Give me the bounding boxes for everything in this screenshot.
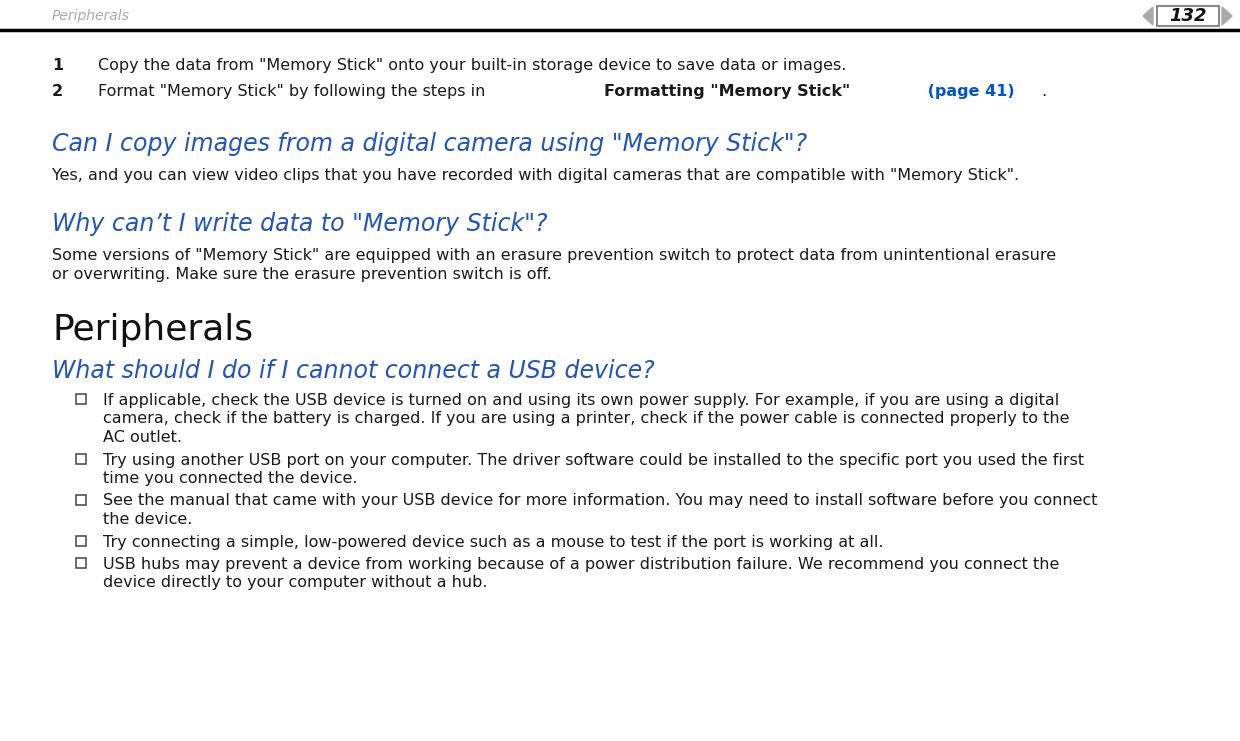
Text: or overwriting. Make sure the erasure prevention switch is off.: or overwriting. Make sure the erasure pr… (52, 267, 552, 282)
Bar (76, 536, 86, 545)
Text: What should I do if I cannot connect a USB device?: What should I do if I cannot connect a U… (52, 359, 655, 383)
Text: (page 41): (page 41) (923, 84, 1014, 99)
Bar (76, 494, 86, 505)
Text: Why can’t I write data to "Memory Stick"?: Why can’t I write data to "Memory Stick"… (52, 212, 548, 236)
Text: 1: 1 (52, 58, 63, 73)
Polygon shape (1221, 7, 1233, 25)
Text: Format "Memory Stick" by following the steps in: Format "Memory Stick" by following the s… (98, 84, 491, 99)
Text: 132: 132 (1169, 7, 1207, 25)
Text: time you connected the device.: time you connected the device. (103, 471, 357, 486)
Text: Formatting "Memory Stick": Formatting "Memory Stick" (604, 84, 851, 99)
Polygon shape (1143, 7, 1153, 25)
Bar (76, 558, 86, 568)
Text: camera, check if the battery is charged. If you are using a printer, check if th: camera, check if the battery is charged.… (103, 411, 1069, 427)
Text: Try using another USB port on your computer. The driver software could be instal: Try using another USB port on your compu… (103, 453, 1084, 468)
Bar (76, 394, 86, 404)
Text: .: . (1042, 84, 1047, 99)
Text: 2: 2 (52, 84, 63, 99)
Text: Can I copy images from a digital camera using "Memory Stick"?: Can I copy images from a digital camera … (52, 132, 807, 156)
Text: Try connecting a simple, low-powered device such as a mouse to test if the port : Try connecting a simple, low-powered dev… (103, 534, 883, 550)
Text: Some versions of "Memory Stick" are equipped with an erasure prevention switch t: Some versions of "Memory Stick" are equi… (52, 248, 1056, 263)
FancyBboxPatch shape (1157, 6, 1219, 26)
Text: If applicable, check the USB device is turned on and using its own power supply.: If applicable, check the USB device is t… (103, 393, 1059, 408)
Text: Peripherals: Peripherals (52, 9, 130, 23)
Bar (76, 453, 86, 464)
Text: Peripherals: Peripherals (52, 313, 253, 347)
Text: USB hubs may prevent a device from working because of a power distribution failu: USB hubs may prevent a device from worki… (103, 557, 1059, 572)
Text: See the manual that came with your USB device for more information. You may need: See the manual that came with your USB d… (103, 494, 1097, 508)
Text: device directly to your computer without a hub.: device directly to your computer without… (103, 576, 487, 591)
Text: AC outlet.: AC outlet. (103, 430, 182, 445)
Text: Copy the data from "Memory Stick" onto your built-in storage device to save data: Copy the data from "Memory Stick" onto y… (98, 58, 847, 73)
Text: Yes, and you can view video clips that you have recorded with digital cameras th: Yes, and you can view video clips that y… (52, 168, 1019, 183)
Text: the device.: the device. (103, 512, 192, 527)
